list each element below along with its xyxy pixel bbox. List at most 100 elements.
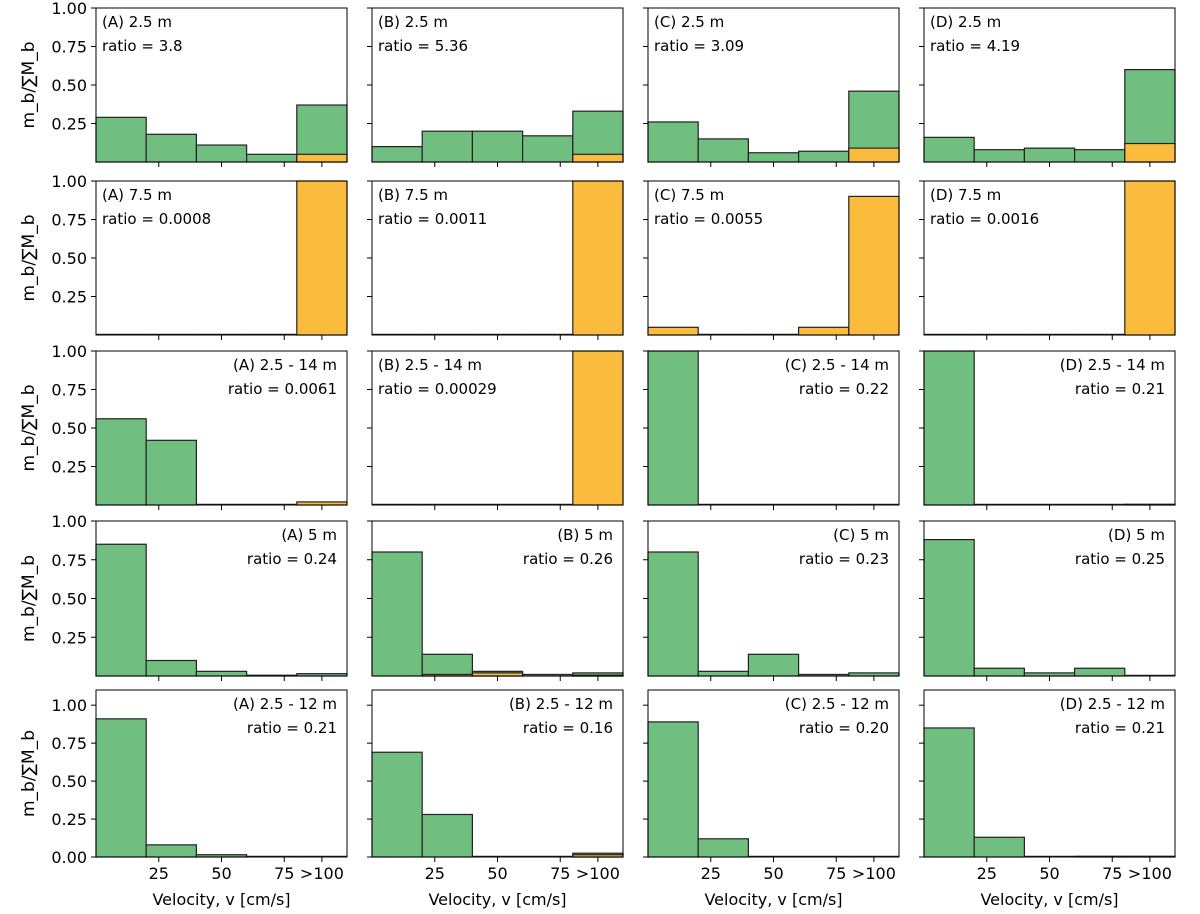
x-tick-label: 50 bbox=[1039, 864, 1059, 883]
y-tick-label: 1.00 bbox=[51, 696, 87, 715]
y-tick-label: 0.25 bbox=[51, 288, 87, 307]
x-tick-label: 50 bbox=[763, 864, 783, 883]
panel-ratio: ratio = 3.09 bbox=[654, 37, 744, 55]
panel-ratio: ratio = 0.21 bbox=[1075, 380, 1165, 398]
panel-2-0: 0.25 0.50 0.75 1.00 m_b/∑M_b (A) 2.5 - 14 m ra… bbox=[19, 342, 348, 510]
y-tick-label: 0.75 bbox=[51, 734, 87, 753]
panel-label: (A) 2.5 m bbox=[102, 13, 172, 31]
x-tick-label: >100 bbox=[300, 864, 344, 883]
orange-bar bbox=[572, 180, 624, 336]
green-bar bbox=[973, 149, 1026, 163]
y-tick-label: 0.50 bbox=[51, 772, 87, 791]
panel-label: (A) 5 m bbox=[281, 526, 337, 544]
green-bar bbox=[421, 813, 474, 858]
panel-ratio: ratio = 0.16 bbox=[523, 719, 613, 737]
green-bar bbox=[195, 144, 248, 163]
orange-bar bbox=[572, 350, 624, 506]
panel-4-1: 25 50 75 >100 Velocity, v [cm/s] (B) 2.5 - 12… bbox=[367, 689, 624, 909]
panel-ratio: ratio = 0.22 bbox=[799, 380, 889, 398]
y-tick-label: 0.25 bbox=[51, 458, 87, 477]
panel-ratio: ratio = 0.0061 bbox=[228, 380, 337, 398]
panel-label: (C) 2.5 - 12 m bbox=[785, 695, 889, 713]
panel-ratio: ratio = 3.8 bbox=[102, 37, 183, 55]
orange-bar bbox=[572, 153, 624, 163]
panel-ratio: ratio = 0.26 bbox=[523, 550, 613, 568]
panel-0-2: (C) 2.5 m ratio = 3.09 bbox=[643, 7, 900, 167]
x-axis-label: Velocity, v [cm/s] bbox=[704, 890, 842, 909]
panel-ratio: ratio = 0.0016 bbox=[930, 210, 1039, 228]
panel-label: (B) 5 m bbox=[557, 526, 613, 544]
x-tick-label: 25 bbox=[977, 864, 997, 883]
green-bar bbox=[95, 418, 147, 506]
green-bar bbox=[647, 551, 699, 677]
y-tick-label: 1.00 bbox=[51, 0, 87, 18]
panel-ratio: ratio = 0.0011 bbox=[378, 210, 487, 228]
green-bar bbox=[647, 721, 699, 858]
panel-3-1: (B) 5 m ratio = 0.26 bbox=[367, 520, 624, 681]
x-tick-label: 75 bbox=[550, 864, 570, 883]
orange-bar bbox=[647, 326, 699, 336]
green-bar bbox=[1073, 149, 1126, 163]
panel-label: (A) 2.5 - 12 m bbox=[233, 695, 337, 713]
panel-label: (C) 5 m bbox=[833, 526, 889, 544]
panel-label: (A) 7.5 m bbox=[102, 186, 172, 204]
y-tick-label: 0.50 bbox=[51, 249, 87, 268]
y-tick-label: 0.75 bbox=[51, 381, 87, 400]
green-bar bbox=[95, 116, 147, 163]
y-axis-label: m_b/∑M_b bbox=[19, 385, 39, 472]
orange-bar bbox=[296, 180, 348, 336]
green-bar bbox=[747, 653, 800, 677]
panel-0-1: (B) 2.5 m ratio = 5.36 bbox=[367, 7, 624, 167]
green-bar bbox=[421, 653, 474, 677]
green-bar bbox=[923, 727, 975, 858]
panel-ratio: ratio = 0.21 bbox=[1075, 719, 1165, 737]
x-tick-label: >100 bbox=[852, 864, 896, 883]
green-bar bbox=[296, 104, 348, 163]
green-bar bbox=[95, 543, 147, 677]
green-bar bbox=[747, 152, 800, 163]
panel-ratio: ratio = 4.19 bbox=[930, 37, 1020, 55]
y-axis-label: m_b/∑M_b bbox=[19, 555, 39, 642]
x-axis-label: Velocity, v [cm/s] bbox=[980, 890, 1118, 909]
panel-ratio: ratio = 0.21 bbox=[247, 719, 337, 737]
green-bar bbox=[521, 135, 574, 163]
panel-4-0: 0.00 0.25 0.50 0.75 1.00 25 50 75 >100 Velocity, … bbox=[19, 689, 348, 909]
panel-label: (A) 2.5 - 14 m bbox=[233, 356, 337, 374]
panel-ratio: ratio = 0.25 bbox=[1075, 550, 1165, 568]
green-bar bbox=[923, 350, 975, 506]
orange-bar bbox=[848, 195, 900, 336]
x-tick-label: 25 bbox=[149, 864, 169, 883]
y-tick-label: 1.00 bbox=[51, 172, 87, 191]
y-tick-label: 0.25 bbox=[51, 115, 87, 134]
green-bar bbox=[145, 133, 197, 163]
green-bar bbox=[923, 538, 975, 677]
green-bar bbox=[697, 670, 750, 677]
y-axis-label: m_b/∑M_b bbox=[19, 42, 39, 129]
panel-3-0: 0.25 0.50 0.75 1.00 m_b/∑M_b (A) 5 m ratio = 0… bbox=[19, 512, 348, 681]
panel-ratio: ratio = 0.20 bbox=[799, 719, 889, 737]
green-bar bbox=[145, 659, 197, 677]
panel-label: (B) 2.5 - 14 m bbox=[378, 356, 482, 374]
x-axis-label: Velocity, v [cm/s] bbox=[152, 890, 290, 909]
y-tick-label: 0.75 bbox=[51, 551, 87, 570]
x-tick-label: 25 bbox=[425, 864, 445, 883]
panel-2-3: (D) 2.5 - 14 m ratio = 0.21 bbox=[919, 350, 1176, 510]
y-tick-label: 0.25 bbox=[51, 628, 87, 647]
y-tick-label: 0.50 bbox=[51, 76, 87, 95]
x-axis-label: Velocity, v [cm/s] bbox=[428, 890, 566, 909]
x-tick-label: 75 bbox=[274, 864, 294, 883]
x-tick-label: >100 bbox=[576, 864, 620, 883]
x-tick-label: 25 bbox=[701, 864, 721, 883]
panel-2-2: (C) 2.5 - 14 m ratio = 0.22 bbox=[643, 350, 900, 510]
x-tick-label: 50 bbox=[487, 864, 507, 883]
orange-bar bbox=[1124, 142, 1176, 163]
green-bar bbox=[973, 667, 1026, 677]
y-axis-label: m_b/∑M_b bbox=[19, 730, 39, 817]
panel-label: (D) 5 m bbox=[1108, 526, 1165, 544]
panel-label: (C) 2.5 - 14 m bbox=[785, 356, 889, 374]
green-bar bbox=[145, 844, 197, 858]
green-bar bbox=[697, 838, 750, 858]
panel-1-0: 0.25 0.50 0.75 1.00 m_b/∑M_b (A) 7.5 m ratio =… bbox=[19, 172, 348, 340]
panel-label: (D) 7.5 m bbox=[930, 186, 1001, 204]
panel-label: (D) 2.5 - 12 m bbox=[1060, 695, 1165, 713]
